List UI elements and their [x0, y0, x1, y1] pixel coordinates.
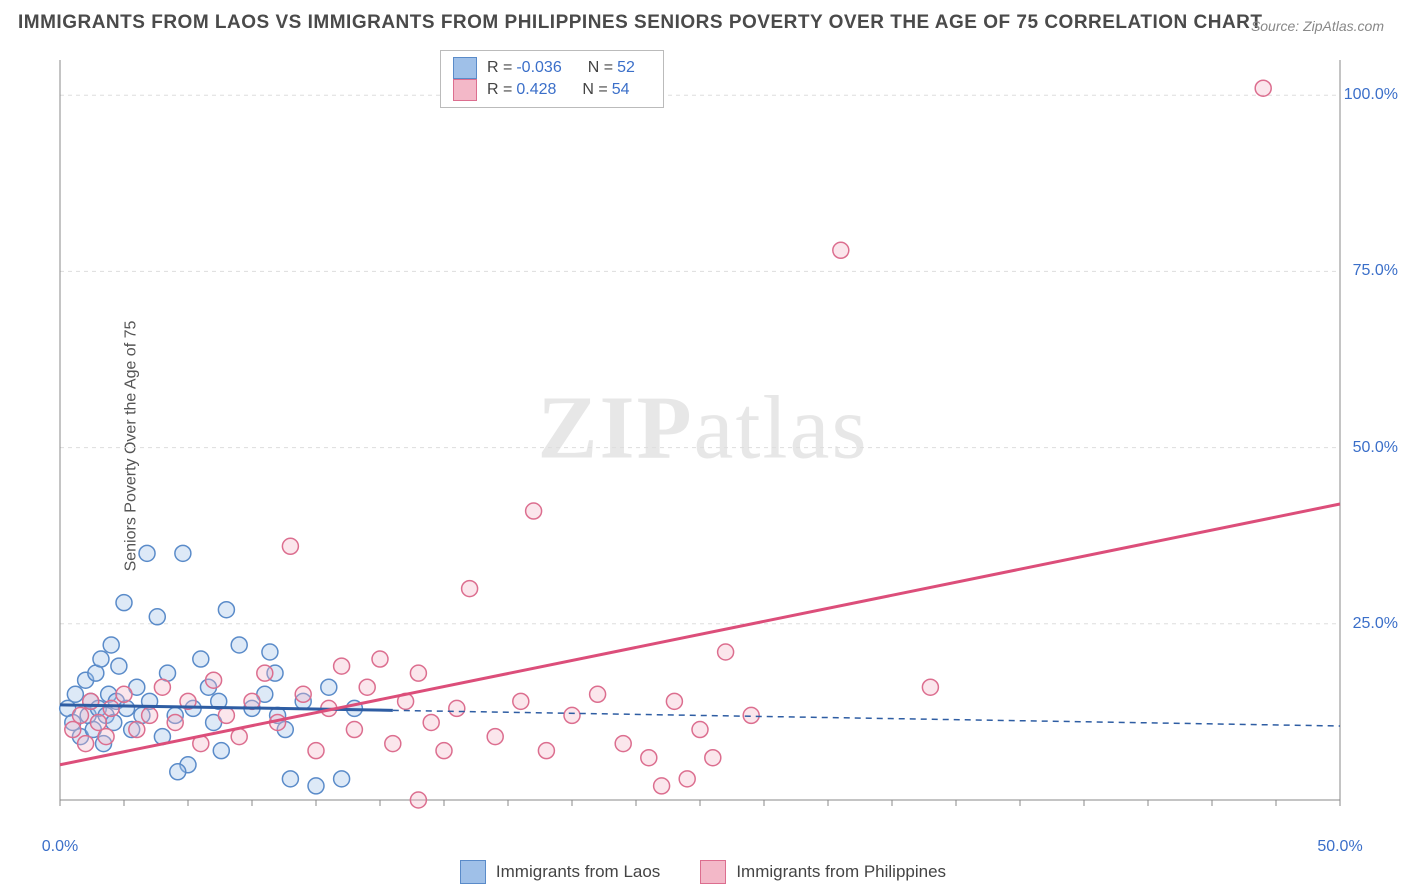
n-label: N =54: [582, 81, 645, 99]
legend-label-laos: Immigrants from Laos: [496, 862, 660, 882]
x-tick-label: 0.0%: [42, 838, 78, 856]
r-value-philippines: 0.428: [516, 81, 556, 98]
legend-row-philippines: R =0.428 N =54: [453, 79, 651, 101]
x-tick-label: 50.0%: [1317, 838, 1362, 856]
swatch-laos-icon: [460, 860, 486, 884]
swatch-philippines: [453, 79, 477, 101]
legend-item-laos: Immigrants from Laos: [460, 860, 660, 884]
n-label: N =52: [588, 59, 651, 77]
legend-label-philippines: Immigrants from Philippines: [736, 862, 946, 882]
legend-row-laos: R =-0.036 N =52: [453, 57, 651, 79]
n-value-laos: 52: [617, 59, 635, 76]
r-value-laos: -0.036: [516, 59, 561, 76]
swatch-laos: [453, 57, 477, 79]
source-attribution: Source: ZipAtlas.com: [1251, 18, 1384, 34]
y-tick-label: 75.0%: [1353, 262, 1398, 280]
legend-item-philippines: Immigrants from Philippines: [700, 860, 946, 884]
r-label: R =0.428: [487, 81, 572, 99]
swatch-philippines-icon: [700, 860, 726, 884]
correlation-legend: R =-0.036 N =52 R =0.428 N =54: [440, 50, 664, 108]
y-tick-label: 50.0%: [1353, 439, 1398, 457]
chart-svg: [50, 50, 1380, 840]
series-legend: Immigrants from Laos Immigrants from Phi…: [0, 860, 1406, 884]
scatter-plot: [50, 50, 1380, 840]
y-tick-label: 25.0%: [1353, 615, 1398, 633]
r-label: R =-0.036: [487, 59, 578, 77]
chart-title: IMMIGRANTS FROM LAOS VS IMMIGRANTS FROM …: [18, 12, 1263, 34]
y-tick-label: 100.0%: [1344, 86, 1398, 104]
n-value-philippines: 54: [612, 81, 630, 98]
